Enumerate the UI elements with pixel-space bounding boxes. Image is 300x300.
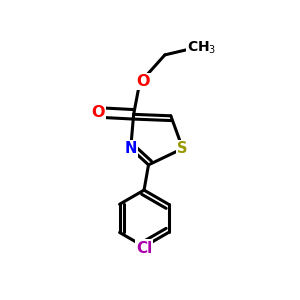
Text: O: O bbox=[136, 74, 149, 89]
Text: CH$_3$: CH$_3$ bbox=[188, 39, 217, 56]
Text: S: S bbox=[177, 141, 188, 156]
Text: O: O bbox=[91, 105, 105, 120]
Text: Cl: Cl bbox=[136, 241, 152, 256]
Text: N: N bbox=[124, 141, 137, 156]
